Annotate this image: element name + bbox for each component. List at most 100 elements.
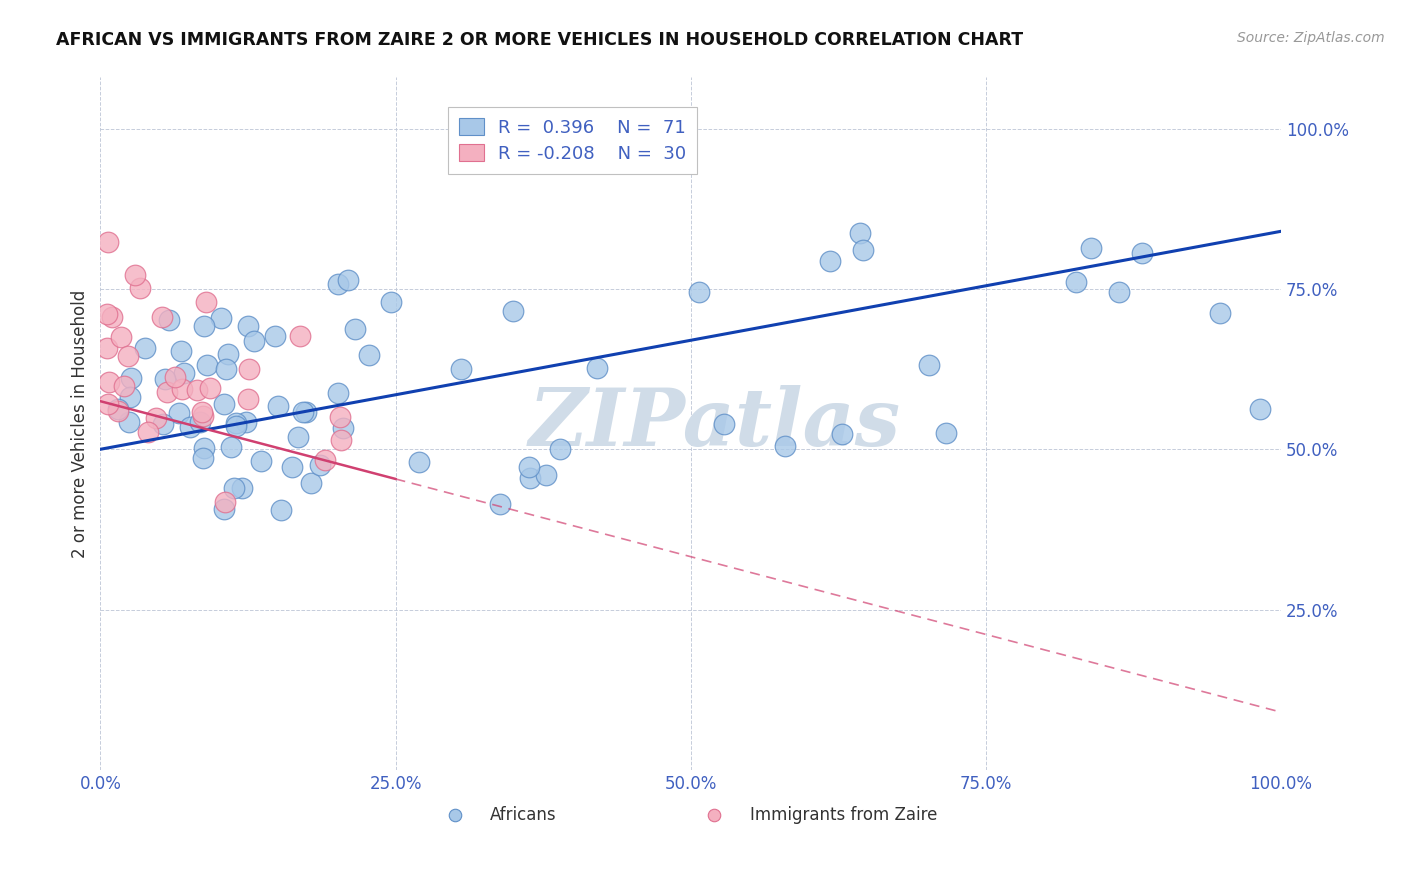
Point — [326, 277, 349, 292]
Point — [124, 268, 146, 283]
Point — [309, 458, 332, 472]
Point — [1080, 241, 1102, 255]
Point — [193, 441, 215, 455]
Point — [329, 433, 352, 447]
Legend: R =  0.396    N =  71, R = -0.208    N =  30: R = 0.396 N = 71, R = -0.208 N = 30 — [449, 107, 697, 174]
Point — [156, 385, 179, 400]
Point — [214, 397, 236, 411]
Y-axis label: 2 or more Vehicles in Household: 2 or more Vehicles in Household — [72, 290, 89, 558]
Point — [1108, 285, 1130, 299]
Point — [136, 425, 159, 439]
Point — [101, 310, 124, 324]
Point — [110, 330, 132, 344]
Point — [548, 442, 571, 456]
Point — [294, 405, 316, 419]
Point — [250, 454, 273, 468]
Point — [534, 468, 557, 483]
Point — [167, 406, 190, 420]
Point — [243, 334, 266, 349]
Point — [128, 281, 150, 295]
Point — [172, 382, 194, 396]
Point — [236, 318, 259, 333]
Point — [191, 405, 214, 419]
Point — [193, 318, 215, 333]
Point — [188, 416, 211, 430]
Point — [820, 254, 842, 268]
Point — [519, 460, 541, 475]
Point — [450, 361, 472, 376]
Point — [586, 361, 609, 376]
Point — [157, 313, 180, 327]
Point — [120, 371, 142, 385]
Point — [200, 381, 222, 395]
Point — [287, 430, 309, 444]
Point — [408, 455, 430, 469]
Point — [217, 347, 239, 361]
Text: Immigrants from Zaire: Immigrants from Zaire — [749, 805, 936, 824]
Point — [195, 295, 218, 310]
Point — [209, 311, 232, 326]
Point — [288, 329, 311, 343]
Point — [235, 415, 257, 429]
Point — [314, 453, 336, 467]
Point — [107, 401, 129, 416]
Point — [329, 409, 352, 424]
Point — [117, 415, 139, 429]
Point — [831, 427, 853, 442]
Point — [688, 285, 710, 300]
Point — [238, 392, 260, 406]
Point — [343, 322, 366, 336]
Point — [502, 304, 524, 318]
Text: AFRICAN VS IMMIGRANTS FROM ZAIRE 2 OR MORE VEHICLES IN HOUSEHOLD CORRELATION CHA: AFRICAN VS IMMIGRANTS FROM ZAIRE 2 OR MO… — [56, 31, 1024, 49]
Point — [849, 227, 872, 241]
Point — [214, 494, 236, 508]
Text: ZIPatlas: ZIPatlas — [529, 384, 900, 462]
Point — [191, 409, 214, 424]
Point — [489, 497, 512, 511]
Point — [107, 404, 129, 418]
Point — [713, 417, 735, 432]
Point — [169, 343, 191, 358]
Point — [1064, 275, 1087, 289]
Point — [299, 476, 322, 491]
Text: Africans: Africans — [489, 805, 557, 824]
Point — [163, 370, 186, 384]
Point — [225, 416, 247, 430]
Point — [1249, 401, 1271, 416]
Point — [1209, 306, 1232, 320]
Point — [112, 379, 135, 393]
Point — [195, 359, 218, 373]
Point — [96, 307, 118, 321]
Point — [238, 361, 260, 376]
Point — [179, 420, 201, 434]
Point — [280, 460, 302, 475]
Point — [97, 235, 120, 249]
Point — [519, 470, 541, 484]
Point — [270, 502, 292, 516]
Text: Source: ZipAtlas.com: Source: ZipAtlas.com — [1237, 31, 1385, 45]
Point — [186, 383, 208, 397]
Point — [118, 390, 141, 404]
Point — [918, 358, 941, 372]
Point — [117, 349, 139, 363]
Point — [134, 341, 156, 355]
Point — [145, 411, 167, 425]
Point — [852, 243, 875, 257]
Point — [935, 426, 957, 441]
Point — [380, 295, 402, 310]
Point — [153, 372, 176, 386]
Point — [173, 366, 195, 380]
Point — [332, 421, 354, 435]
Point — [150, 310, 173, 324]
Point — [225, 418, 247, 433]
Point — [1130, 246, 1153, 260]
Point — [191, 450, 214, 465]
Point — [357, 347, 380, 361]
Point — [152, 417, 174, 431]
Point — [231, 481, 253, 495]
Point — [222, 482, 245, 496]
Point — [212, 502, 235, 516]
Point — [97, 376, 120, 390]
Point — [215, 362, 238, 376]
Point — [773, 439, 796, 453]
